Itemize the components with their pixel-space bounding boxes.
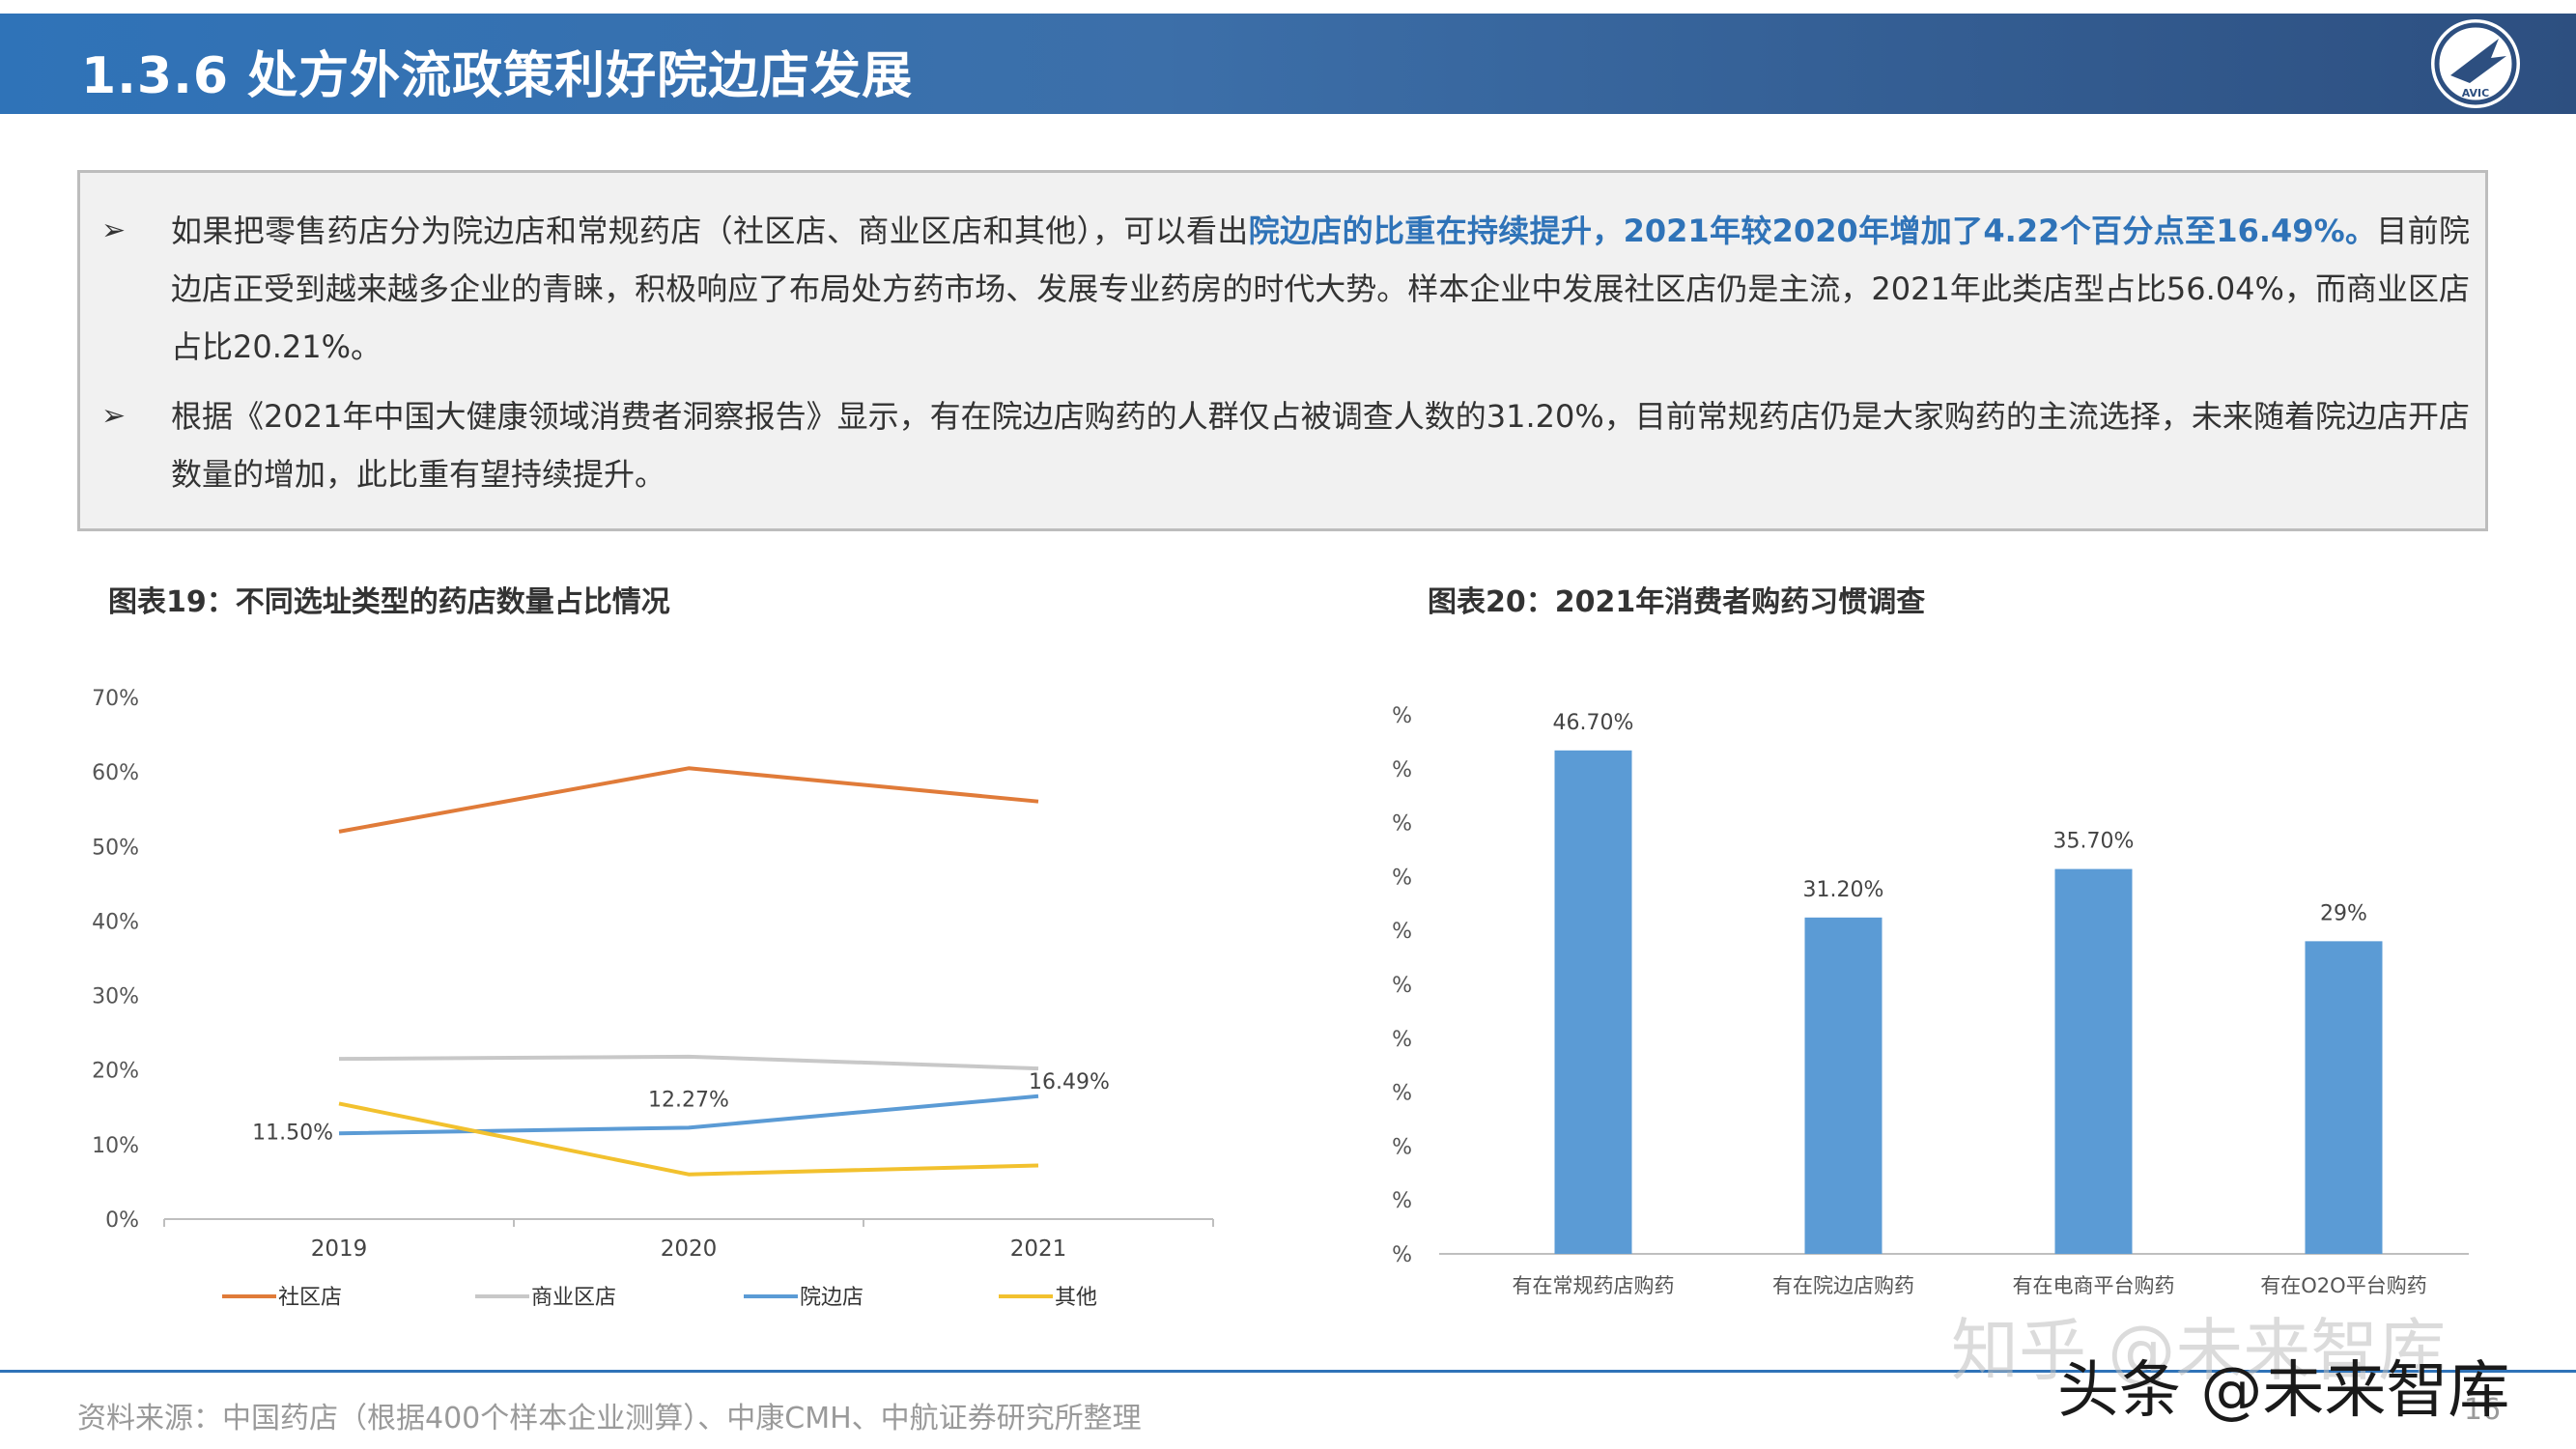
series-line	[338, 1094, 1039, 1136]
y-tick-label: 50%	[1391, 704, 1412, 728]
legend-label: 其他	[1055, 1286, 1097, 1310]
data-label: 46.70%	[1553, 711, 1634, 735]
data-label: 12.27%	[648, 1088, 729, 1112]
y-tick-label: 20%	[92, 1060, 139, 1084]
y-tick-label: 40%	[1391, 812, 1412, 837]
bullet-arrow-icon: ➢	[101, 399, 127, 433]
bar	[1804, 917, 1882, 1254]
bullet-text-highlight: 院边店的比重在持续提升，2021年较2020年增加了4.22个百分点至16.49…	[1248, 213, 2377, 249]
bullet-text-plain: 如果把零售药店分为院边店和常规药店（社区店、商业区店和其他），可以看出	[171, 213, 1249, 249]
bar	[1554, 750, 1632, 1254]
x-tick-label: 2020	[661, 1236, 718, 1262]
avic-logo: AVIC	[2431, 19, 2520, 108]
bar	[2054, 868, 2133, 1254]
data-label: 29%	[2320, 901, 2367, 925]
plane-logo-icon: AVIC	[2434, 22, 2517, 105]
legend-label: 院边店	[800, 1286, 863, 1310]
bullet-text-plain: 目前院边店正受到越来越多企业的青睐，积极响应了布局处方药市场、发展专业药房的时代…	[171, 213, 2470, 365]
y-tick-label: 30%	[1391, 920, 1412, 944]
series-line	[338, 766, 1039, 834]
line-chart: 0% 10% 20% 30% 40% 50% 60% 70% 2019 2020 2021 11.50…	[92, 687, 1214, 1310]
y-tick-label: 25%	[1391, 974, 1412, 998]
page-title: 1.3.6 处方外流政策利好院边店发展	[81, 47, 914, 105]
y-tick-label: 10%	[1391, 1135, 1412, 1159]
bar-chart: 0% 5% 10% 15% 20% 25% 30% 35% 40% 45% 50% 46.70% 有在常…	[1391, 704, 2469, 1297]
y-tick-label: 45%	[1391, 758, 1412, 782]
y-tick-label: 60%	[92, 761, 139, 785]
legend-label: 商业区店	[531, 1286, 616, 1310]
x-tick-label: 2019	[311, 1236, 368, 1262]
y-tick-label: 50%	[92, 836, 139, 860]
page-number: 16	[2463, 1393, 2501, 1427]
bar	[2305, 941, 2383, 1254]
y-tick-label: 20%	[1391, 1028, 1412, 1052]
source-note: 资料来源：中国药店（根据400个样本企业测算）、中康CMH、中航证券研究所整理	[77, 1402, 1142, 1435]
x-tick-label: 有在院边店购药	[1772, 1274, 1914, 1297]
x-tick-label: 有在电商平台购药	[2013, 1274, 2175, 1297]
data-label: 31.20%	[1803, 878, 1884, 902]
legend-label: 社区店	[278, 1286, 342, 1310]
watermark-toutiao: 头条 @未来智库	[2057, 1355, 2510, 1427]
figure19-title: 图表19：不同选址类型的药店数量占比情况	[108, 585, 670, 619]
series-line	[338, 1054, 1039, 1071]
bullet-arrow-icon: ➢	[101, 213, 127, 247]
bullet-text: 根据《2021年中国大健康领域消费者洞察报告》显示，有在院边店购药的人群仅占被调…	[171, 387, 2470, 503]
x-tick-label: 有在O2O平台购药	[2260, 1274, 2426, 1297]
bullet-text-plain: 根据《2021年中国大健康领域消费者洞察报告》显示，有在院边店购药的人群仅占被调…	[171, 398, 2470, 493]
y-tick-label: 10%	[92, 1134, 139, 1158]
x-tick-label: 有在常规药店购药	[1513, 1274, 1675, 1297]
y-tick-label: 15%	[1391, 1082, 1412, 1106]
y-tick-label: 35%	[1391, 866, 1412, 890]
logo-text: AVIC	[2462, 87, 2489, 99]
bullet-text: 如果把零售药店分为院边店和常规药店（社区店、商业区店和其他），可以看出院边店的比…	[171, 202, 2470, 376]
data-label: 16.49%	[1029, 1070, 1110, 1094]
data-label: 35.70%	[2053, 830, 2135, 854]
series-line	[338, 1101, 1039, 1177]
header-bar: 1.3.6 处方外流政策利好院边店发展 AVIC	[0, 14, 2576, 114]
summary-box: ➢ 如果把零售药店分为院边店和常规药店（社区店、商业区店和其他），可以看出院边店…	[77, 170, 2488, 531]
y-tick-label: 0%	[105, 1208, 139, 1233]
figure20-title: 图表20：2021年消费者购药习惯调查	[1428, 585, 1926, 619]
y-tick-label: 40%	[92, 910, 139, 934]
y-tick-label: 5%	[1391, 1189, 1412, 1213]
x-tick-label: 2021	[1010, 1236, 1067, 1262]
y-tick-label: 0%	[1391, 1243, 1412, 1267]
watermark-zhihu: 知乎 @未来智库	[1951, 1311, 2447, 1390]
y-tick-label: 30%	[92, 985, 139, 1009]
footer-divider	[0, 1370, 2576, 1373]
data-label: 11.50%	[252, 1121, 333, 1145]
y-tick-label: 70%	[92, 687, 139, 711]
